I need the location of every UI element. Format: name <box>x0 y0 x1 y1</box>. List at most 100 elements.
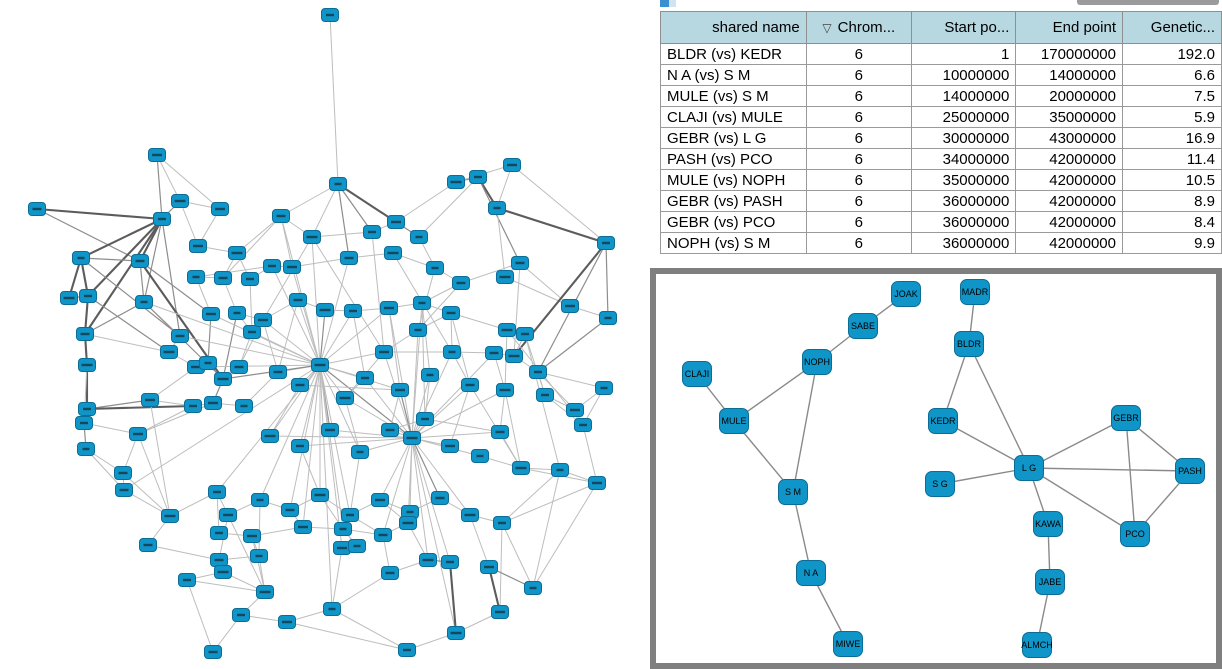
main-network-canvas[interactable] <box>0 0 646 669</box>
table-cell[interactable]: 42000000 <box>1015 232 1123 254</box>
table-row[interactable]: NOPH (vs) S M 6 36000000 42000000 9.9 <box>660 232 1222 254</box>
table-cell[interactable]: 10.5 <box>1122 169 1222 191</box>
network-edge <box>137 405 194 435</box>
table-cell[interactable]: 14000000 <box>1015 64 1123 86</box>
subnetwork-node-miwe[interactable]: MIWE <box>833 631 863 657</box>
table-cell[interactable]: 7.5 <box>1122 85 1222 107</box>
table-cell[interactable]: 20000000 <box>1015 85 1123 107</box>
table-cell[interactable]: 170000000 <box>1015 43 1123 65</box>
network-edge <box>331 572 391 610</box>
table-cell[interactable]: 1 <box>910 43 1017 65</box>
network-edge <box>395 181 457 223</box>
table-cell[interactable]: BLDR (vs) KEDR <box>660 43 807 65</box>
table-cell[interactable]: 34000000 <box>910 148 1017 170</box>
table-cell[interactable]: 192.0 <box>1122 43 1222 65</box>
node-label-smudge <box>391 220 401 224</box>
table-cell[interactable]: 8.9 <box>1122 190 1222 212</box>
table-cell[interactable]: 25000000 <box>910 106 1017 128</box>
subnetwork-node-s-g[interactable]: S G <box>925 471 955 497</box>
table-cell[interactable]: MULE (vs) S M <box>660 85 807 107</box>
sub-network-view[interactable]: JOAK SABE NOPH CLAJI MULE S M N A MIWE MADR BLDR K… <box>656 274 1216 663</box>
table-cell[interactable]: 10000000 <box>910 64 1017 86</box>
subnetwork-node-noph[interactable]: NOPH <box>802 349 832 375</box>
table-cell[interactable]: 36000000 <box>910 211 1017 233</box>
table-cell[interactable]: 42000000 <box>1015 148 1123 170</box>
subnetwork-node-claji[interactable]: CLAJI <box>682 361 712 387</box>
sort-filter-icon[interactable]: ▽ <box>822 21 832 35</box>
panel-tab-fragment[interactable] <box>660 0 669 7</box>
table-cell[interactable]: NOPH (vs) S M <box>660 232 807 254</box>
table-cell[interactable]: N A (vs) S M <box>660 64 807 86</box>
table-cell[interactable]: 6 <box>805 106 912 128</box>
table-cell[interactable]: 6 <box>805 190 912 212</box>
table-cell[interactable]: 43000000 <box>1015 127 1123 149</box>
table-cell[interactable]: 6 <box>805 43 912 65</box>
table-cell[interactable]: 42000000 <box>1015 190 1123 212</box>
table-cell[interactable]: 8.4 <box>1122 211 1222 233</box>
subnetwork-node-l-g[interactable]: L G <box>1014 455 1044 481</box>
subnetwork-node-gebr[interactable]: GEBR <box>1111 405 1141 431</box>
table-cell[interactable]: 35000000 <box>1015 106 1123 128</box>
subnetwork-node-bldr[interactable]: BLDR <box>954 331 984 357</box>
table-cell[interactable]: GEBR (vs) PASH <box>660 190 807 212</box>
table-cell[interactable]: 6 <box>805 85 912 107</box>
table-cell[interactable]: PASH (vs) PCO <box>660 148 807 170</box>
table-cell[interactable]: CLAJI (vs) MULE <box>660 106 807 128</box>
table-cell[interactable]: 16.9 <box>1122 127 1222 149</box>
node-label-smudge <box>208 650 218 654</box>
node-label-smudge <box>529 586 537 590</box>
subnetwork-node-mule[interactable]: MULE <box>719 408 749 434</box>
table-cell[interactable]: 42000000 <box>1015 211 1123 233</box>
column-header-3[interactable]: End point <box>1015 11 1123 44</box>
table-cell[interactable]: GEBR (vs) PCO <box>660 211 807 233</box>
table-cell[interactable]: 6 <box>805 211 912 233</box>
table-cell[interactable]: 14000000 <box>910 85 1017 107</box>
column-header-2[interactable]: Start po... <box>910 11 1017 44</box>
table-row[interactable]: N A (vs) S M 6 10000000 14000000 6.6 <box>660 64 1222 86</box>
column-header-4[interactable]: Genetic... <box>1122 11 1222 44</box>
table-row[interactable]: GEBR (vs) PCO 6 36000000 42000000 8.4 <box>660 211 1222 233</box>
subnetwork-node-kedr[interactable]: KEDR <box>928 408 958 434</box>
table-row[interactable]: GEBR (vs) PASH 6 36000000 42000000 8.9 <box>660 190 1222 212</box>
table-cell[interactable]: 6 <box>805 232 912 254</box>
table-cell[interactable]: 9.9 <box>1122 232 1222 254</box>
table-cell[interactable]: 36000000 <box>910 190 1017 212</box>
table-row[interactable]: MULE (vs) S M 6 14000000 20000000 7.5 <box>660 85 1222 107</box>
main-network-view[interactable] <box>0 0 646 669</box>
column-header-0[interactable]: shared name <box>660 11 807 44</box>
table-row[interactable]: CLAJI (vs) MULE 6 25000000 35000000 5.9 <box>660 106 1222 128</box>
table-cell[interactable]: 6 <box>805 148 912 170</box>
table-cell[interactable]: 35000000 <box>910 169 1017 191</box>
table-row[interactable]: MULE (vs) NOPH 6 35000000 42000000 10.5 <box>660 169 1222 191</box>
node-label-smudge <box>476 454 484 458</box>
subnetwork-node-s-m[interactable]: S M <box>778 479 808 505</box>
table-cell[interactable]: 6 <box>805 169 912 191</box>
table-row[interactable]: GEBR (vs) L G 6 30000000 43000000 16.9 <box>660 127 1222 149</box>
table-cell[interactable]: 11.4 <box>1122 148 1222 170</box>
table-cell[interactable]: GEBR (vs) L G <box>660 127 807 149</box>
table-cell[interactable]: 5.9 <box>1122 106 1222 128</box>
table-cell[interactable]: 6 <box>805 64 912 86</box>
subnetwork-node-almch[interactable]: ALMCH <box>1021 632 1053 658</box>
subnetwork-node-pash[interactable]: PASH <box>1175 458 1205 484</box>
subnetwork-node-jabe[interactable]: JABE <box>1035 569 1065 595</box>
subnetwork-node-n-a[interactable]: N A <box>796 560 826 586</box>
network-edge <box>251 535 266 593</box>
subnetwork-node-sabe[interactable]: SABE <box>848 313 878 339</box>
node-label-smudge <box>385 428 395 432</box>
table-cell[interactable]: 6 <box>805 127 912 149</box>
table-row[interactable]: BLDR (vs) KEDR 6 1 170000000 192.0 <box>660 43 1222 65</box>
subnetwork-node-madr[interactable]: MADR <box>960 279 990 305</box>
node-label-smudge <box>259 590 271 594</box>
table-cell[interactable]: 36000000 <box>910 232 1017 254</box>
table-cell[interactable]: 6.6 <box>1122 64 1222 86</box>
subnetwork-node-joak[interactable]: JOAK <box>891 281 921 307</box>
subnetwork-node-kawa[interactable]: KAWA <box>1033 511 1063 537</box>
subnetwork-node-pco[interactable]: PCO <box>1120 521 1150 547</box>
horizontal-scrollbar-thumb[interactable] <box>1077 0 1219 5</box>
table-row[interactable]: PASH (vs) PCO 6 34000000 42000000 11.4 <box>660 148 1222 170</box>
table-cell[interactable]: MULE (vs) NOPH <box>660 169 807 191</box>
table-cell[interactable]: 42000000 <box>1015 169 1123 191</box>
column-header-1[interactable]: ▽ Chrom... <box>805 11 912 44</box>
table-cell[interactable]: 30000000 <box>910 127 1017 149</box>
